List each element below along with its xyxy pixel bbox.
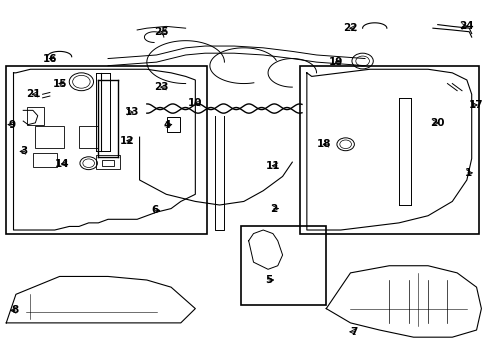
Text: 15: 15: [52, 78, 67, 89]
Text: 4: 4: [163, 120, 171, 130]
Bar: [299, 66, 478, 234]
Text: 8: 8: [11, 305, 19, 315]
Bar: [6, 66, 207, 234]
Text: 14: 14: [55, 159, 69, 169]
Text: 23: 23: [154, 82, 168, 92]
Text: 7: 7: [350, 327, 357, 337]
Text: 2: 2: [270, 203, 277, 213]
Bar: [102, 159, 114, 166]
Bar: [33, 153, 57, 167]
Text: 6: 6: [151, 205, 159, 215]
Text: 17: 17: [468, 100, 483, 110]
Bar: [241, 226, 325, 305]
Text: 10: 10: [188, 98, 202, 108]
Text: 18: 18: [316, 139, 330, 149]
Bar: [96, 155, 120, 169]
Text: 19: 19: [328, 57, 343, 67]
Text: 25: 25: [154, 27, 168, 37]
Text: 16: 16: [42, 54, 57, 64]
Text: 20: 20: [429, 118, 444, 128]
Bar: [35, 126, 64, 148]
Text: 22: 22: [343, 23, 357, 33]
Text: 5: 5: [265, 275, 272, 285]
Text: 21: 21: [26, 89, 40, 99]
Bar: [79, 126, 98, 148]
Text: 13: 13: [125, 107, 139, 117]
Text: 11: 11: [265, 161, 280, 171]
Bar: [27, 107, 44, 125]
Text: 24: 24: [459, 21, 473, 31]
Text: 12: 12: [120, 136, 135, 146]
Text: 1: 1: [464, 168, 471, 178]
Text: 3: 3: [21, 147, 28, 157]
Bar: [167, 117, 179, 132]
Text: 9: 9: [9, 120, 16, 130]
